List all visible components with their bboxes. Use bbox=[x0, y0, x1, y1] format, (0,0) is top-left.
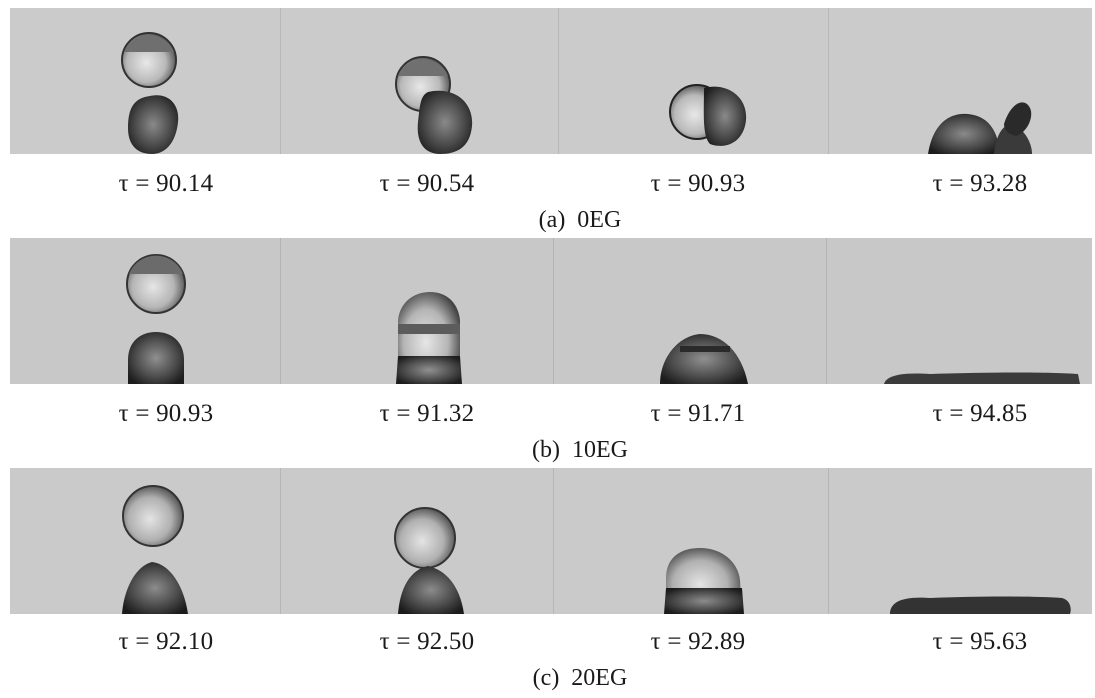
tau-label-c2: τ = 92.50 bbox=[379, 628, 475, 655]
droplet-photo-strip-c bbox=[10, 468, 1092, 614]
tau-label-b1: τ = 90.93 bbox=[118, 400, 214, 427]
tau-row-a: τ = 90.14 τ = 90.54 τ = 90.93 τ = 93.28 bbox=[0, 164, 1095, 204]
tau-row-b: τ = 90.93 τ = 91.32 τ = 91.71 τ = 94.85 bbox=[0, 394, 1095, 434]
droplet-frame-a4 bbox=[928, 102, 1032, 154]
droplet-frame-c4 bbox=[890, 596, 1071, 614]
droplet-photo-strip-b bbox=[10, 238, 1092, 384]
droplet-frame-c1 bbox=[122, 485, 188, 614]
tau-label-a4: τ = 93.28 bbox=[932, 170, 1028, 197]
droplet-frame-b1 bbox=[126, 254, 186, 384]
panel-caption-c: (c) 20EG bbox=[532, 665, 628, 691]
tau-label-c4: τ = 95.63 bbox=[932, 628, 1028, 655]
image-strip-c bbox=[10, 468, 1092, 614]
tau-label-a2: τ = 90.54 bbox=[379, 170, 475, 197]
tau-label-a3: τ = 90.93 bbox=[650, 170, 746, 197]
tau-label-a1: τ = 90.14 bbox=[118, 170, 214, 197]
droplet-frame-b3 bbox=[660, 334, 748, 384]
tau-label-b3: τ = 91.71 bbox=[650, 400, 746, 427]
droplet-frame-a3 bbox=[669, 84, 747, 146]
tau-row-c: τ = 92.10 τ = 92.50 τ = 92.89 τ = 95.63 bbox=[0, 622, 1095, 662]
tau-label-b2: τ = 91.32 bbox=[379, 400, 475, 427]
droplet-frame-b4 bbox=[884, 372, 1080, 384]
image-strip-a bbox=[10, 8, 1092, 154]
tau-label-b4: τ = 94.85 bbox=[932, 400, 1028, 427]
droplet-frame-a1 bbox=[121, 32, 179, 154]
tau-label-c1: τ = 92.10 bbox=[118, 628, 214, 655]
droplet-photo-strip-a bbox=[10, 8, 1092, 154]
tau-label-c3: τ = 92.89 bbox=[650, 628, 746, 655]
panel-caption-a: (a) 0EG bbox=[538, 207, 622, 233]
droplet-frame-a2 bbox=[395, 56, 473, 154]
droplet-frame-c3 bbox=[664, 548, 744, 614]
image-strip-b bbox=[10, 238, 1092, 384]
droplet-frame-c2 bbox=[394, 507, 464, 614]
panel-caption-b: (b) 10EG bbox=[532, 437, 628, 463]
droplet-frame-b2 bbox=[396, 292, 462, 384]
